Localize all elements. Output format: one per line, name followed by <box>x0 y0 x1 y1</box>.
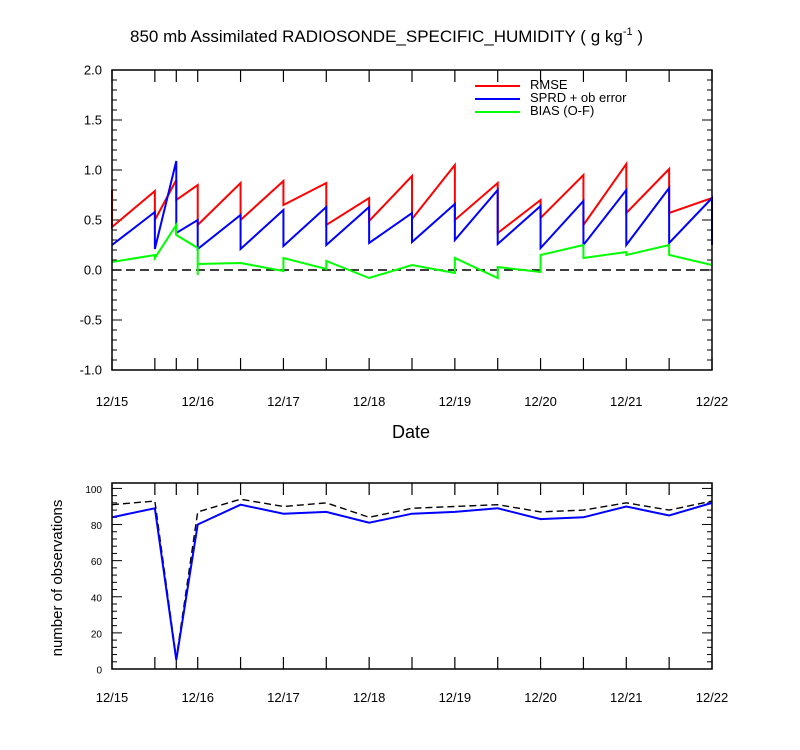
y-tick-label: 100 <box>85 485 102 496</box>
legend-label: BIAS (O-F) <box>530 103 594 118</box>
y-tick-label: 60 <box>91 557 103 568</box>
x-tick-label: 12/18 <box>353 690 386 705</box>
y-tick-label: 80 <box>91 521 103 532</box>
x-tick-label: 12/19 <box>439 394 472 409</box>
top-ticks <box>111 69 713 371</box>
x-tick-label: 12/21 <box>610 690 643 705</box>
y-tick-label: 0 <box>96 666 102 677</box>
series-rmse <box>111 160 713 242</box>
x-tick-label: 12/15 <box>96 690 129 705</box>
y-tick-label: -1.0 <box>80 363 102 378</box>
top-plot-frame <box>111 69 713 371</box>
x-tick-label: 12/17 <box>267 690 300 705</box>
x-tick-label: 12/20 <box>524 690 557 705</box>
bottom-series-layer <box>111 498 713 661</box>
y-tick-label: -0.5 <box>80 313 102 328</box>
x-tick-label: 12/22 <box>696 690 729 705</box>
y-tick-label: 1.5 <box>84 113 102 128</box>
y-tick-label: 20 <box>91 629 103 640</box>
x-axis-label: Date <box>392 422 430 442</box>
y-tick-label: 0.5 <box>84 213 102 228</box>
series-observations-possible <box>111 498 713 659</box>
bottom-x-tick-labels: 12/15 12/16 12/17 12/18 12/19 12/20 12/21 12/22 <box>96 690 729 705</box>
bottom-plot-frame <box>111 482 713 670</box>
top-series-layer <box>111 160 713 280</box>
y-tick-label: 2.0 <box>84 63 102 78</box>
series-sprd-ob-error <box>111 160 713 252</box>
bottom-y-tick-labels: 100 80 60 40 20 0 <box>85 485 102 677</box>
x-tick-label: 12/21 <box>610 394 643 409</box>
top-x-tick-labels: 12/15 12/16 12/17 12/18 12/19 12/20 12/21 12/22 <box>96 394 729 409</box>
series-observations-assimilated <box>111 501 713 661</box>
x-tick-label: 12/22 <box>696 394 729 409</box>
y-tick-label: 1.0 <box>84 163 102 178</box>
y-tick-label: 0.0 <box>84 263 102 278</box>
x-tick-label: 12/16 <box>181 690 214 705</box>
series-bias-o-f <box>111 221 713 280</box>
x-tick-label: 12/20 <box>524 394 557 409</box>
legend-label: RMSE <box>530 77 568 92</box>
x-tick-label: 12/15 <box>96 394 129 409</box>
top-y-tick-labels: 2.0 1.5 1.0 0.5 0.0 -0.5 -1.0 <box>80 63 102 378</box>
x-tick-label: 12/17 <box>267 394 300 409</box>
x-tick-label: 12/18 <box>353 394 386 409</box>
chart-title: 850 mb Assimilated RADIOSONDE_SPECIFIC_H… <box>130 26 643 46</box>
y-axis-label-observations: number of observations <box>49 500 66 657</box>
x-tick-label: 12/19 <box>439 690 472 705</box>
top-panel: 2.01.51.00.50.0-0.5-1.0 12/15 12/16 12/17 1… <box>80 63 729 410</box>
y-tick-label: 40 <box>91 593 103 604</box>
legend-label: SPRD + ob error <box>530 90 627 105</box>
x-tick-label: 12/16 <box>181 394 214 409</box>
